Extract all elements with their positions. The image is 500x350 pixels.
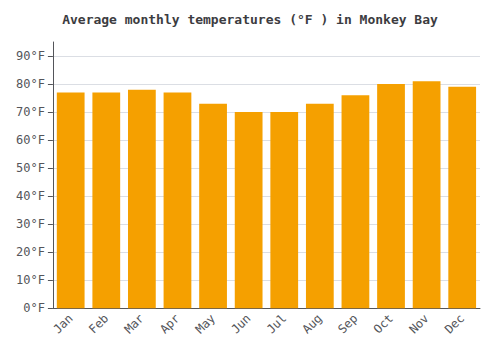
svg-text:10°F: 10°F bbox=[16, 273, 45, 287]
svg-text:Mar: Mar bbox=[122, 311, 147, 336]
svg-text:30°F: 30°F bbox=[16, 217, 45, 231]
svg-text:70°F: 70°F bbox=[16, 105, 45, 119]
svg-text:Oct: Oct bbox=[371, 311, 396, 336]
svg-text:80°F: 80°F bbox=[16, 77, 45, 91]
svg-text:May: May bbox=[193, 311, 218, 336]
svg-text:20°F: 20°F bbox=[16, 245, 45, 259]
svg-text:Aug: Aug bbox=[300, 311, 325, 336]
svg-text:Dec: Dec bbox=[442, 311, 467, 336]
svg-text:Nov: Nov bbox=[406, 311, 431, 336]
svg-text:Jul: Jul bbox=[264, 311, 289, 336]
svg-text:60°F: 60°F bbox=[16, 133, 45, 147]
svg-text:50°F: 50°F bbox=[16, 161, 45, 175]
svg-text:90°F: 90°F bbox=[16, 49, 45, 63]
svg-text:Jan: Jan bbox=[50, 311, 75, 336]
svg-text:Feb: Feb bbox=[86, 311, 111, 336]
svg-text:0°F: 0°F bbox=[23, 301, 45, 315]
svg-text:Sep: Sep bbox=[335, 311, 360, 336]
svg-text:Apr: Apr bbox=[157, 311, 182, 336]
svg-text:Jun: Jun bbox=[228, 311, 253, 336]
svg-text:40°F: 40°F bbox=[16, 189, 45, 203]
svg-text:Average monthly temperatures (: Average monthly temperatures (°F ) in Mo… bbox=[62, 12, 438, 27]
